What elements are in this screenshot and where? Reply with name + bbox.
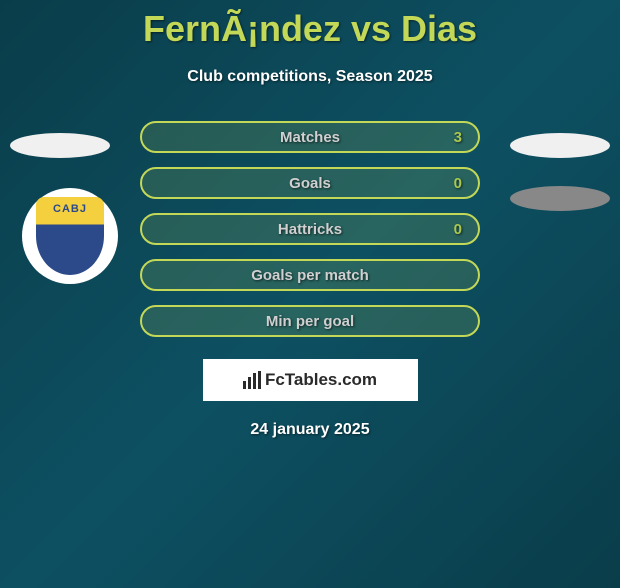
badge-shield: CABJ — [36, 197, 104, 275]
stat-row-goals-per-match: Goals per match — [140, 259, 480, 291]
stat-value: 3 — [454, 129, 462, 146]
stat-label: Min per goal — [266, 313, 354, 330]
stat-label: Goals — [289, 175, 331, 192]
stat-label: Hattricks — [278, 221, 342, 238]
stat-value: 0 — [454, 221, 462, 238]
right-player-placeholder-1 — [510, 133, 610, 158]
fctables-text: FcTables.com — [265, 370, 377, 390]
subtitle: Club competitions, Season 2025 — [0, 68, 620, 86]
badge-text: CABJ — [53, 203, 87, 215]
right-player-placeholder-2 — [510, 186, 610, 211]
page-title: FernÃ¡ndez vs Dias — [0, 8, 620, 50]
fctables-logo-box: FcTables.com — [203, 359, 418, 401]
stat-row-matches: Matches 3 — [140, 121, 480, 153]
stat-value: 0 — [454, 175, 462, 192]
team-badge: CABJ — [22, 188, 118, 284]
stat-label: Matches — [280, 129, 340, 146]
stat-row-goals: Goals 0 — [140, 167, 480, 199]
stat-label: Goals per match — [251, 267, 369, 284]
stat-row-hattricks: Hattricks 0 — [140, 213, 480, 245]
bar-chart-icon — [243, 371, 261, 389]
date-text: 24 january 2025 — [0, 421, 620, 439]
stat-row-min-per-goal: Min per goal — [140, 305, 480, 337]
left-player-placeholder — [10, 133, 110, 158]
